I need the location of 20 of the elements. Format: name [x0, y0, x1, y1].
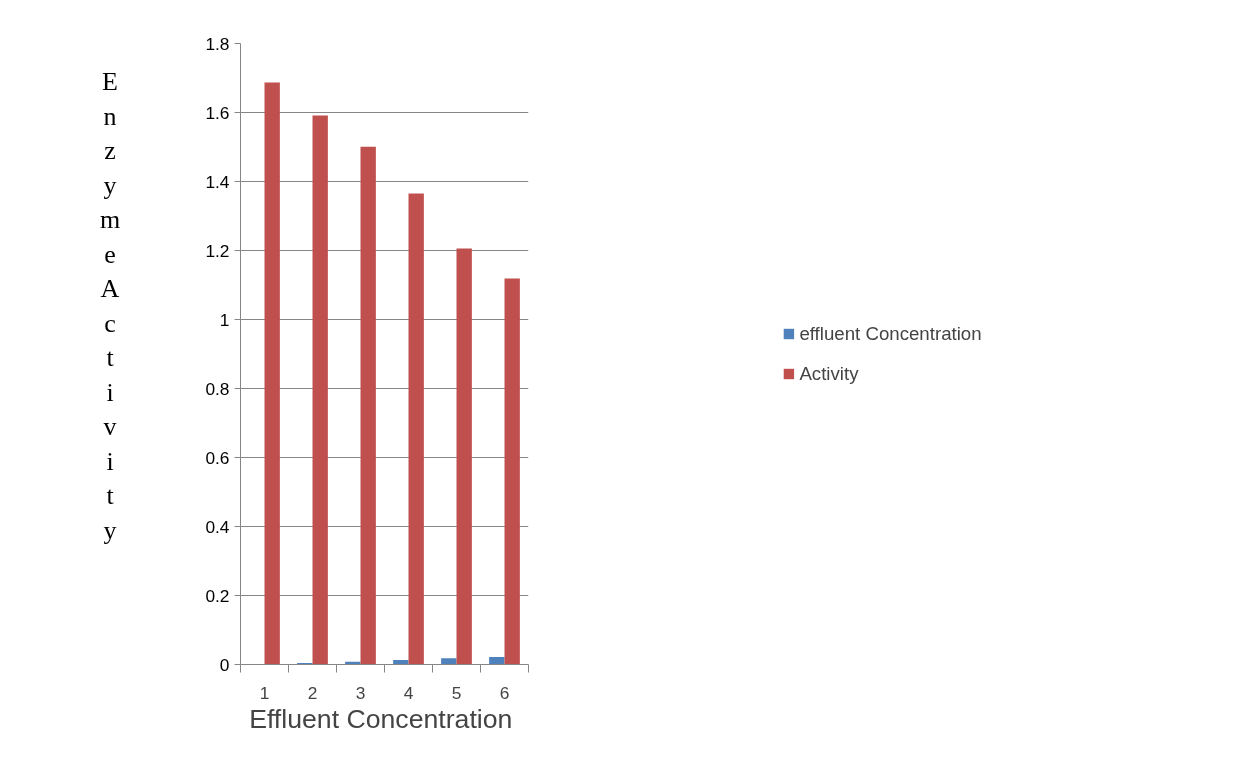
x-tick-label: 6: [499, 682, 510, 703]
y-tick-label: 0: [219, 654, 230, 675]
y-tick-label: 1.6: [205, 102, 230, 123]
y-tick-label: 1: [219, 309, 230, 330]
y-tick-label: 1.8: [205, 33, 230, 54]
y-tick-label: 0.4: [205, 516, 230, 537]
x-tick-label: 5: [451, 682, 462, 703]
x-axis-title: Effluent Concentration: [249, 703, 513, 734]
x-tick-label: 3: [355, 682, 366, 703]
x-tick-label: 2: [307, 682, 318, 703]
y-tick-label: 0.2: [205, 585, 230, 606]
y-tick-label: 0.8: [205, 378, 230, 399]
text: Enzyme Activity: [99, 67, 121, 545]
y-tick-label: 1.2: [205, 240, 230, 261]
y-tick-label: 1.4: [205, 171, 230, 192]
x-tick-label: 4: [403, 682, 414, 703]
legend-label: Activity: [799, 362, 859, 385]
x-tick-label: 1: [259, 682, 270, 703]
legend-label: effluent Concentration: [799, 322, 982, 345]
y-tick-label: 0.6: [205, 447, 230, 468]
